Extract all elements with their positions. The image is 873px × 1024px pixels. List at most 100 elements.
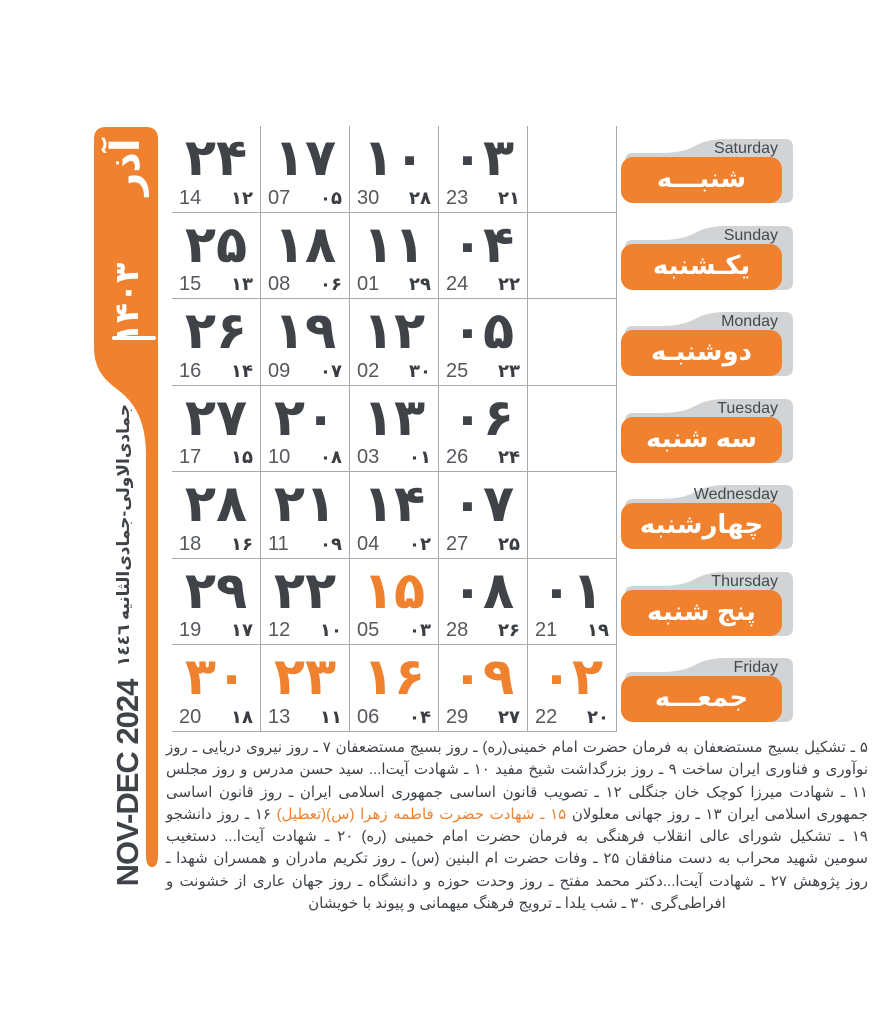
lunar-date: ۱۵ <box>231 447 253 468</box>
weekday-name-fa: پنج شنبه <box>621 590 782 636</box>
secondary-dates: 23 ۲۱ <box>446 187 520 210</box>
lunar-date: ۰۱ <box>409 447 431 468</box>
event-line: روز پژوهش ۲۷ ـ شهادت آیت‌ا...دکتر محمد م… <box>166 871 868 893</box>
gregorian-date: 18 <box>179 532 202 555</box>
weekday-tab-monday: Monday دوشنبـه <box>620 299 796 386</box>
lunar-date: ۰۶ <box>320 274 342 295</box>
gregorian-date: 14 <box>179 186 202 209</box>
event-segment: ۱۹ ـ تشکیل شورای عالی انقلاب فرهنگی به ف… <box>166 828 868 846</box>
lunar-date: ۲۲ <box>498 274 520 295</box>
event-segment: روز پژوهش ۲۷ ـ شهادت آیت‌ا...دکتر محمد م… <box>166 872 868 890</box>
day-cell: ۰۶ 26 ۲۴ <box>439 385 528 473</box>
secondary-dates: 28 ۲۶ <box>446 619 520 642</box>
lunar-date: ۰۲ <box>409 533 431 554</box>
day-cell-empty <box>528 299 617 386</box>
event-line: ۱۹ ـ تشکیل شورای عالی انقلاب فرهنگی به ف… <box>166 826 868 848</box>
solar-date: ۱۴ <box>362 475 426 533</box>
day-cell: ۰۳ 23 ۲۱ <box>439 126 528 213</box>
lunar-months-label: جمادی‌الاولی-جمادی‌الثانیه ١٤٤٦ <box>114 403 133 667</box>
solar-date: ۱۷ <box>273 129 337 186</box>
solar-date: ۲۰ <box>273 388 337 446</box>
gregorian-date: 25 <box>446 359 469 382</box>
lunar-date: ۱۰ <box>320 620 342 641</box>
day-cell: ۱۲ 02 ۳۰ <box>350 299 439 386</box>
solar-date: ۲۶ <box>184 302 248 360</box>
secondary-dates: 08 ۰۶ <box>268 273 342 296</box>
event-line: سومین شهید محراب به دست منافقان ۲۵ ـ وفا… <box>166 848 868 870</box>
gregorian-date: 01 <box>357 273 380 296</box>
secondary-dates: 10 ۰۸ <box>268 446 342 469</box>
lunar-date: ۰۴ <box>409 706 431 727</box>
lunar-date: ۰۷ <box>320 360 342 381</box>
day-cell: ۱۴ 04 ۰۲ <box>350 472 439 559</box>
event-segment: ۱۱ ـ شهادت میرزا کوچک خان جنگلی ۱۲ ـ تصو… <box>166 783 868 801</box>
day-cell: ۱۳ 03 ۰۱ <box>350 385 439 473</box>
lunar-date: ۲۱ <box>498 187 520 208</box>
day-cell: ۱۷ 07 ۰۵ <box>261 126 350 213</box>
day-cell: ۰۱ 21 ۱۹ <box>528 558 617 646</box>
solar-date: ۰۵ <box>451 302 515 360</box>
lunar-date: ۱۳ <box>231 274 253 295</box>
gregorian-date: 04 <box>357 532 380 555</box>
lunar-date: ۰۳ <box>409 620 431 641</box>
day-cell-empty <box>528 212 617 300</box>
secondary-dates: 20 ۱۸ <box>179 706 253 729</box>
lunar-date: ۱۹ <box>587 620 609 641</box>
day-cell: ۳۰ 20 ۱۸ <box>172 645 261 732</box>
solar-date: ۱۲ <box>362 302 426 360</box>
weekday-name-en: Tuesday <box>717 400 778 417</box>
secondary-dates: 06 ۰۴ <box>357 706 431 729</box>
event-line: ۱۱ ـ شهادت میرزا کوچک خان جنگلی ۱۲ ـ تصو… <box>166 782 868 804</box>
weekday-tab-saturday: Saturday شنبـــه <box>620 126 796 213</box>
event-line: ۵ ـ تشکیل بسیج مستضعفان به فرمان حضرت ام… <box>166 737 868 759</box>
weekday-name-fa: یکـشنبه <box>621 244 782 290</box>
solar-date: ۲۴ <box>184 129 248 186</box>
solar-date: ۲۲ <box>273 561 337 619</box>
weekday-name-en: Saturday <box>713 140 778 157</box>
gregorian-date: 28 <box>446 619 469 642</box>
solar-date: ۲۸ <box>184 475 248 533</box>
month-strip-shape <box>94 127 158 867</box>
solar-date: ۲۳ <box>273 648 337 706</box>
solar-date: ۱۰ <box>362 129 426 186</box>
solar-date: ۱۱ <box>362 215 426 273</box>
gregorian-date: 02 <box>357 359 380 382</box>
gregorian-date: 26 <box>446 446 469 469</box>
day-cell: ۲۳ 13 ۱۱ <box>261 645 350 732</box>
solar-date: ۰۸ <box>451 561 515 619</box>
weekday-name-en: Sunday <box>723 227 778 244</box>
lunar-date: ۱۲ <box>231 187 253 208</box>
event-segment: جمهوری اسلامی ایران ۱۳ ـ روز جهانی معلول… <box>566 805 868 823</box>
lunar-date: ۱۴ <box>231 360 253 381</box>
solar-date: ۳۰ <box>184 648 248 706</box>
gregorian-date: 10 <box>268 446 291 469</box>
lunar-date: ۲۶ <box>498 620 520 641</box>
solar-date: ۲۱ <box>273 475 337 533</box>
secondary-dates: 07 ۰۵ <box>268 187 342 210</box>
secondary-dates: 27 ۲۵ <box>446 533 520 556</box>
solar-date: ۰۲ <box>540 648 604 706</box>
weekday-tab-tuesday: Tuesday سه شنبه <box>620 386 796 473</box>
gregorian-date: 13 <box>268 705 291 728</box>
day-cell: ۱۸ 08 ۰۶ <box>261 212 350 300</box>
gregorian-date: 03 <box>357 446 380 469</box>
weekday-tab-wednesday: Wednesday چهارشنبه <box>620 472 796 559</box>
secondary-dates: 24 ۲۲ <box>446 273 520 296</box>
weekday-name-fa: دوشنبـه <box>621 330 782 376</box>
year-underline <box>112 336 156 340</box>
gregorian-date: 12 <box>268 619 291 642</box>
weekday-tab-thursday: Thursday پنج شنبه <box>620 559 796 646</box>
day-cell: ۲۵ 15 ۱۳ <box>172 212 261 300</box>
day-cell: ۱۰ 30 ۲۸ <box>350 126 439 213</box>
event-segment-holiday: ۱۵ ـ شهادت حضرت فاطمه زهرا (س)(تعطیل) <box>276 805 567 823</box>
gregorian-date: 21 <box>535 619 558 642</box>
lunar-date: ۱۶ <box>231 533 253 554</box>
lunar-date: ۲۳ <box>498 360 520 381</box>
year-label: ۱۴۰۳ <box>107 262 145 344</box>
event-segment: نوآوری و فناوری ایران ساخت ۹ ـ روز بزرگد… <box>166 761 868 779</box>
solar-date: ۱۶ <box>362 648 426 706</box>
secondary-dates: 25 ۲۳ <box>446 360 520 383</box>
solar-date: ۱۳ <box>362 388 426 446</box>
secondary-dates: 19 ۱۷ <box>179 619 253 642</box>
